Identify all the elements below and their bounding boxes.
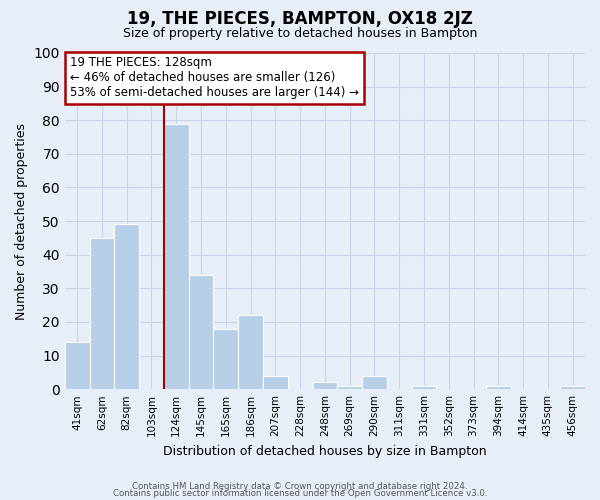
Bar bbox=[214, 328, 238, 389]
Bar bbox=[238, 315, 263, 389]
X-axis label: Distribution of detached houses by size in Bampton: Distribution of detached houses by size … bbox=[163, 444, 487, 458]
Text: Contains HM Land Registry data © Crown copyright and database right 2024.: Contains HM Land Registry data © Crown c… bbox=[132, 482, 468, 491]
Text: 19 THE PIECES: 128sqm
← 46% of detached houses are smaller (126)
53% of semi-det: 19 THE PIECES: 128sqm ← 46% of detached … bbox=[70, 56, 359, 100]
Bar bbox=[560, 386, 585, 389]
Bar bbox=[263, 376, 288, 389]
Bar bbox=[89, 238, 115, 389]
Text: Contains public sector information licensed under the Open Government Licence v3: Contains public sector information licen… bbox=[113, 490, 487, 498]
Bar bbox=[164, 124, 188, 389]
Bar bbox=[65, 342, 89, 389]
Bar bbox=[486, 386, 511, 389]
Bar bbox=[115, 224, 139, 389]
Bar bbox=[188, 275, 214, 389]
Text: 19, THE PIECES, BAMPTON, OX18 2JZ: 19, THE PIECES, BAMPTON, OX18 2JZ bbox=[127, 10, 473, 28]
Bar bbox=[313, 382, 337, 389]
Bar bbox=[362, 376, 387, 389]
Y-axis label: Number of detached properties: Number of detached properties bbox=[15, 122, 28, 320]
Text: Size of property relative to detached houses in Bampton: Size of property relative to detached ho… bbox=[123, 28, 477, 40]
Bar bbox=[337, 386, 362, 389]
Bar bbox=[412, 386, 436, 389]
